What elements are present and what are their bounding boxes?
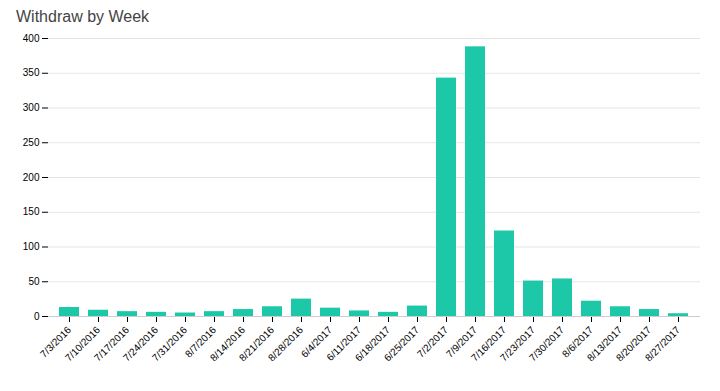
svg-text:7/23/2017: 7/23/2017 (497, 324, 538, 364)
svg-text:8/27/2017: 8/27/2017 (643, 324, 683, 364)
svg-text:350: 350 (23, 67, 40, 78)
svg-text:8/28/2016: 8/28/2016 (266, 324, 306, 364)
svg-text:7/2/2017: 7/2/2017 (414, 324, 451, 360)
svg-text:6/4/2017: 6/4/2017 (298, 324, 335, 360)
svg-text:300: 300 (23, 102, 40, 113)
svg-text:150: 150 (23, 206, 40, 217)
svg-text:7/16/2017: 7/16/2017 (468, 324, 509, 364)
svg-text:6/18/2017: 6/18/2017 (352, 324, 393, 364)
svg-text:8/6/2017: 8/6/2017 (559, 324, 596, 360)
svg-text:0: 0 (34, 311, 40, 322)
svg-text:6/11/2017: 6/11/2017 (324, 324, 364, 363)
html-text:Withdraw by Week: Withdraw by Week (16, 8, 150, 25)
svg-text:8/13/2017: 8/13/2017 (584, 324, 625, 364)
svg-text:8/7/2016: 8/7/2016 (182, 324, 219, 360)
svg-text:200: 200 (23, 172, 40, 183)
svg-text:7/9/2017: 7/9/2017 (443, 324, 480, 360)
svg-text:7/31/2016: 7/31/2016 (150, 324, 190, 364)
svg-text:7/24/2016: 7/24/2016 (120, 324, 161, 364)
svg-text:7/3/2016: 7/3/2016 (37, 324, 74, 360)
svg-text:6/25/2017: 6/25/2017 (382, 324, 422, 364)
svg-text:50: 50 (28, 276, 40, 287)
svg-text:8/21/2016: 8/21/2016 (236, 324, 277, 364)
svg-text:250: 250 (23, 137, 40, 148)
svg-text:400: 400 (23, 33, 40, 44)
svg-text:7/30/2017: 7/30/2017 (527, 324, 567, 364)
svg-text:100: 100 (23, 241, 40, 252)
svg-text:7/17/2016: 7/17/2016 (91, 324, 132, 364)
svg-text:8/20/2017: 8/20/2017 (613, 324, 654, 364)
svg-text:7/10/2016: 7/10/2016 (62, 324, 103, 364)
svg-text:8/14/2016: 8/14/2016 (207, 324, 248, 364)
